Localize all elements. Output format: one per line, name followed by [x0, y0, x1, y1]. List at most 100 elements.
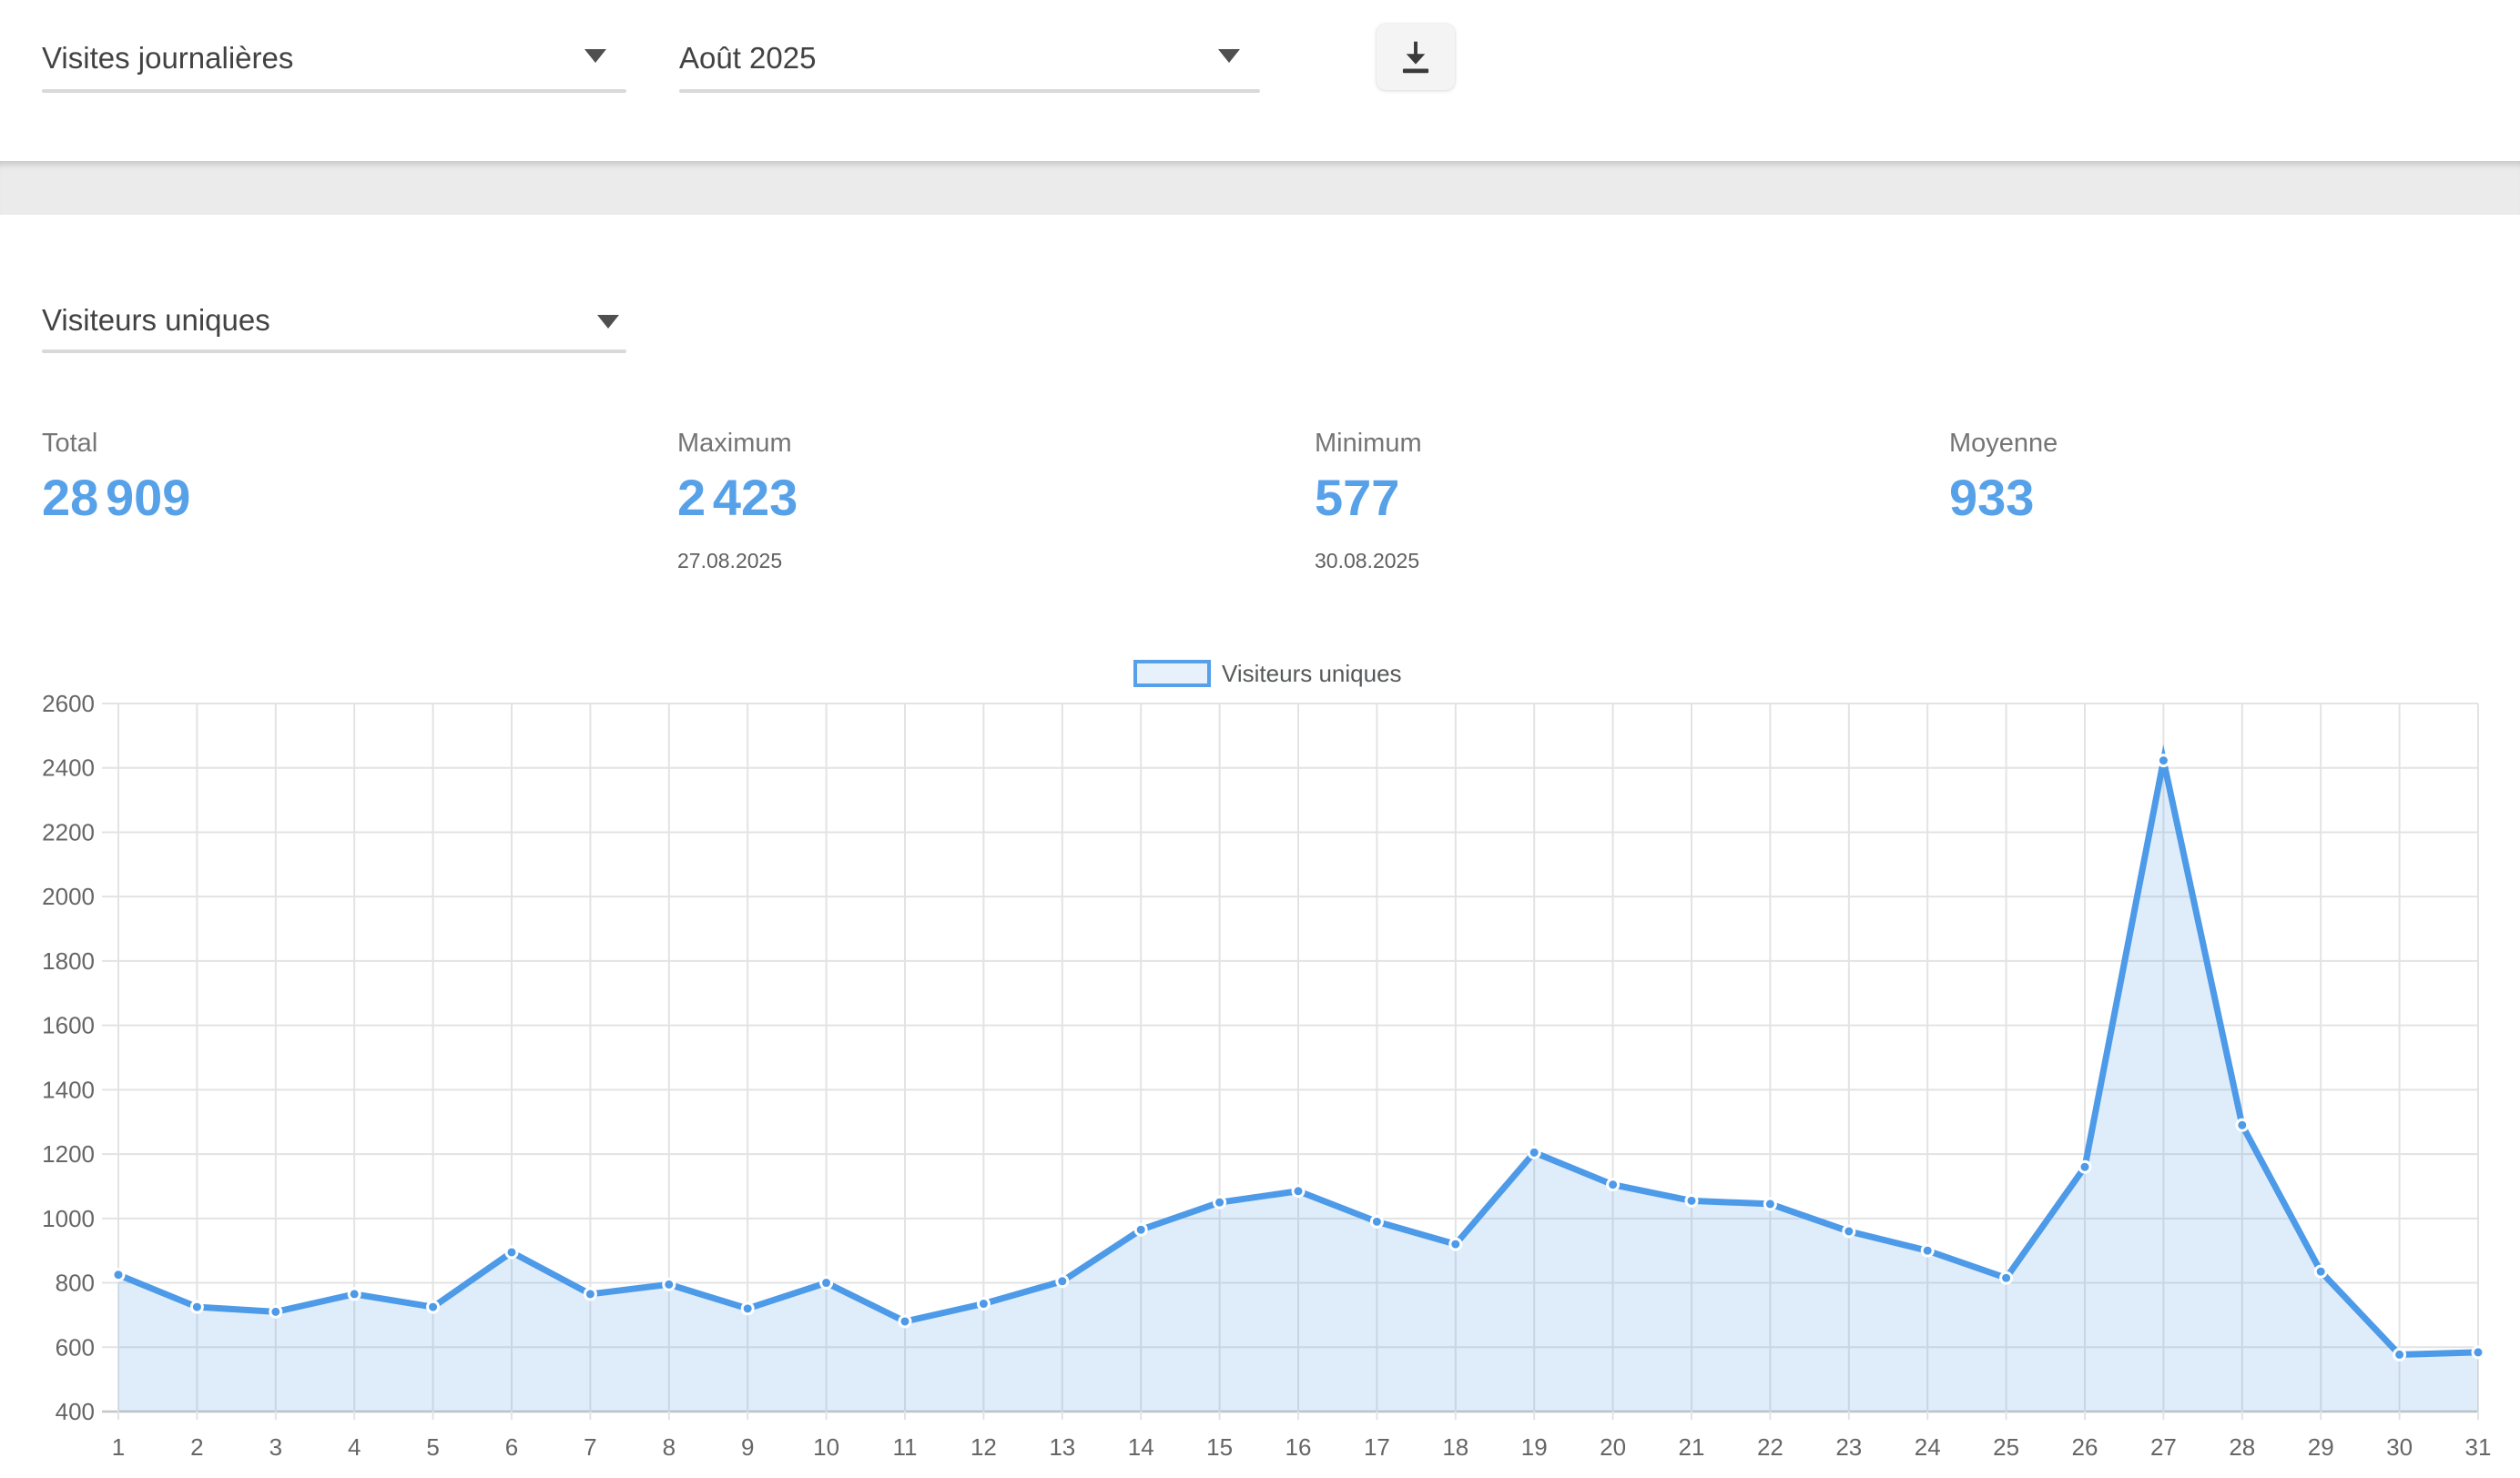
data-point	[347, 1287, 361, 1301]
x-tick-label: 29	[2308, 1433, 2334, 1461]
x-tick-label: 1	[112, 1433, 125, 1461]
section-divider	[0, 161, 2520, 215]
report-select[interactable]: Visites journalières	[42, 36, 626, 93]
data-point	[1999, 1270, 2014, 1285]
x-tick-label: 26	[2072, 1433, 2098, 1461]
x-tick-label: 31	[2465, 1433, 2492, 1461]
data-point	[2471, 1345, 2485, 1360]
data-point	[2235, 1118, 2250, 1132]
stat-date: 30.08.2025	[1315, 549, 1420, 572]
x-tick-label: 2	[190, 1433, 203, 1461]
y-tick-label: 1600	[42, 1012, 95, 1039]
period-select[interactable]: Août 2025	[679, 36, 1260, 93]
stat-total: Total 28 909	[42, 428, 588, 573]
data-point	[740, 1301, 755, 1316]
select-underline	[42, 89, 626, 93]
chevron-down-icon	[597, 315, 619, 329]
x-tick-label: 11	[893, 1433, 918, 1461]
stat-value: 933	[1949, 469, 2035, 526]
data-point	[189, 1300, 204, 1314]
y-tick-label: 1400	[42, 1076, 95, 1103]
x-tick-label: 3	[269, 1433, 282, 1461]
legend-swatch	[1133, 660, 1211, 687]
x-tick-label: 8	[663, 1433, 676, 1461]
x-tick-label: 30	[2386, 1433, 2413, 1461]
data-point	[1291, 1184, 1306, 1199]
x-tick-label: 21	[1679, 1433, 1705, 1461]
data-point	[2078, 1159, 2092, 1174]
data-point	[2393, 1347, 2407, 1362]
stat-value: 2 423	[677, 469, 798, 526]
stat-maximum: Maximum 2 423 27.08.2025	[677, 428, 1224, 573]
stat-label: Maximum	[677, 429, 792, 458]
data-point	[111, 1268, 126, 1282]
download-icon	[1402, 41, 1429, 73]
data-point	[1213, 1195, 1227, 1210]
x-tick-label: 23	[1835, 1433, 1862, 1461]
chevron-down-icon	[1218, 49, 1240, 63]
chart-legend[interactable]: Visiteurs uniques	[1133, 658, 1402, 689]
y-tick-label: 2000	[42, 883, 95, 910]
x-tick-label: 4	[348, 1433, 361, 1461]
y-tick-label: 600	[56, 1333, 95, 1361]
x-tick-label: 15	[1206, 1433, 1233, 1461]
series-area	[118, 760, 2478, 1412]
x-tick-label: 9	[741, 1433, 754, 1461]
data-point	[504, 1245, 519, 1260]
x-tick-label: 10	[813, 1433, 839, 1461]
x-tick-label: 22	[1757, 1433, 1783, 1461]
stat-moyenne: Moyenne 933	[1949, 428, 2495, 573]
stat-date	[1949, 548, 2495, 573]
stat-value: 28 909	[42, 469, 191, 526]
data-point	[426, 1300, 441, 1314]
metric-select[interactable]: Visiteurs uniques	[42, 300, 626, 353]
data-point	[819, 1276, 834, 1291]
data-point	[2313, 1264, 2328, 1279]
stat-label: Total	[42, 429, 98, 458]
x-tick-label: 28	[2229, 1433, 2255, 1461]
y-tick-label: 1800	[42, 947, 95, 975]
x-tick-label: 17	[1364, 1433, 1390, 1461]
x-tick-label: 6	[505, 1433, 518, 1461]
select-underline	[42, 349, 626, 353]
download-button[interactable]	[1377, 24, 1455, 90]
data-point	[1448, 1237, 1463, 1251]
data-point	[1606, 1178, 1621, 1192]
x-tick-label: 24	[1915, 1433, 1941, 1461]
x-tick-label: 16	[1285, 1433, 1312, 1461]
chevron-down-icon	[584, 49, 606, 63]
x-tick-label: 5	[426, 1433, 439, 1461]
y-tick-label: 1000	[42, 1205, 95, 1232]
legend-label: Visiteurs uniques	[1222, 659, 1402, 687]
y-tick-label: 1200	[42, 1140, 95, 1168]
data-point	[1527, 1145, 1541, 1159]
data-point	[583, 1287, 597, 1301]
select-underline	[679, 89, 1260, 93]
data-point	[976, 1297, 991, 1311]
data-point	[1920, 1243, 1935, 1258]
stat-date	[42, 548, 588, 573]
data-point	[1684, 1193, 1699, 1208]
y-tick-label: 400	[56, 1398, 95, 1425]
period-select-value: Août 2025	[679, 41, 817, 75]
x-tick-label: 14	[1128, 1433, 1154, 1461]
data-point	[662, 1277, 676, 1291]
data-point	[1055, 1274, 1070, 1289]
y-tick-label: 2200	[42, 818, 95, 845]
data-point	[1369, 1214, 1384, 1229]
x-tick-label: 7	[584, 1433, 596, 1461]
data-point	[269, 1304, 283, 1319]
x-tick-label: 18	[1442, 1433, 1468, 1461]
y-tick-label: 2400	[42, 754, 95, 782]
x-tick-label: 25	[1993, 1433, 2019, 1461]
x-tick-label: 12	[970, 1433, 997, 1461]
stat-minimum: Minimum 577 30.08.2025	[1315, 428, 1861, 573]
data-point	[2156, 754, 2170, 768]
report-select-value: Visites journalières	[42, 41, 294, 75]
data-point	[1842, 1224, 1856, 1239]
x-tick-label: 19	[1521, 1433, 1548, 1461]
y-tick-label: 2600	[42, 690, 95, 717]
data-point	[1763, 1197, 1777, 1211]
